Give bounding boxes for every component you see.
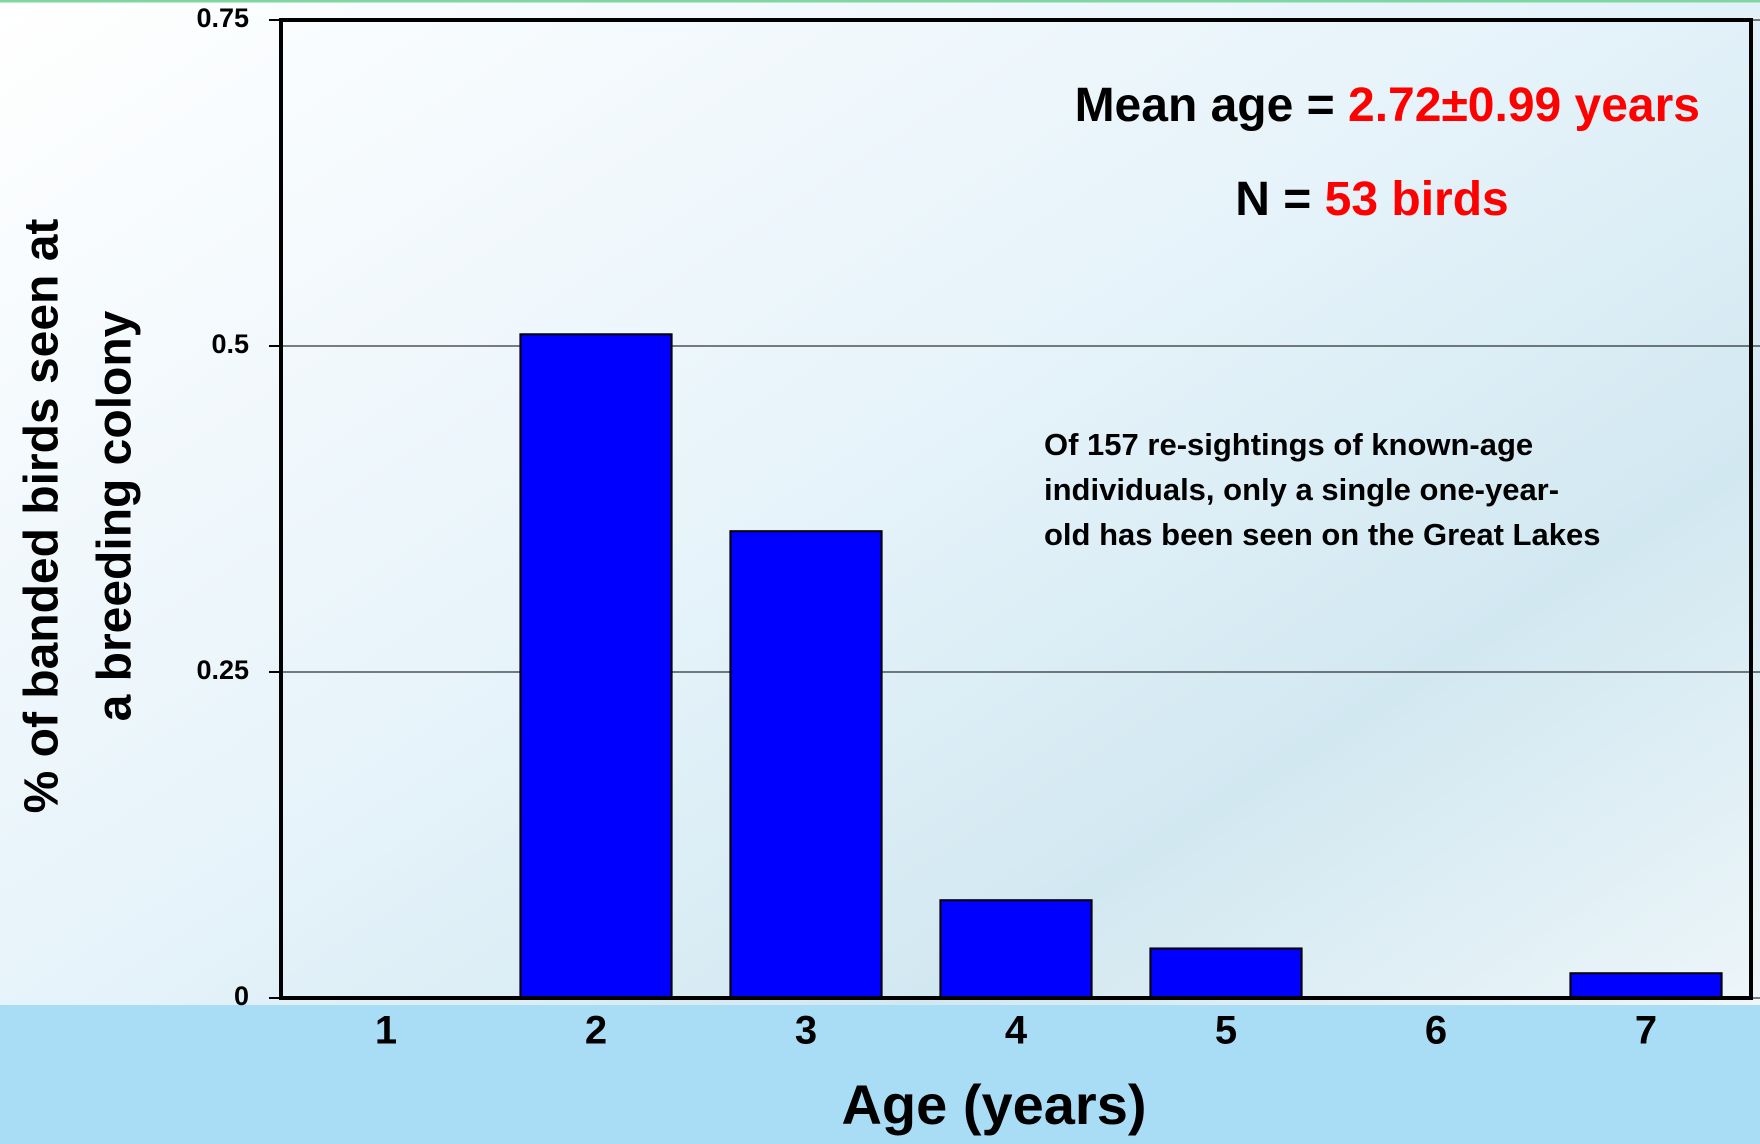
plot-area: 0 0.25 0.5 0.75 1 2 3 4 5 6 7 — [196, 3, 1760, 1053]
x-tick-label: 7 — [1635, 1009, 1657, 1053]
footer-band — [0, 1005, 1760, 1144]
y-axis-title: % of banded birds seen at — [16, 219, 69, 814]
x-axis-title: Age (years) — [841, 1073, 1146, 1136]
y-axis-title: a breeding colony — [89, 310, 142, 721]
bar — [1569, 972, 1723, 999]
mean-label: Mean age = — [1075, 79, 1335, 132]
x-tick-label: 3 — [795, 1009, 817, 1053]
x-tick-label: 4 — [1005, 1009, 1028, 1053]
y-tick-label: 0.75 — [196, 3, 249, 33]
n-value: 53 birds — [1325, 173, 1509, 226]
note: old has been seen on the Great Lakes — [1044, 517, 1600, 552]
bar — [729, 530, 883, 1000]
y-tick-label: 0.5 — [211, 329, 249, 359]
x-tick-label: 2 — [585, 1009, 607, 1053]
bar — [939, 899, 1093, 1000]
bar — [519, 333, 673, 1000]
y-tick-label: 0.25 — [196, 655, 249, 685]
mean-value: 2.72±0.99 years — [1348, 79, 1700, 132]
note: individuals, only a single one-year- — [1044, 472, 1559, 507]
x-tick-label: 1 — [375, 1009, 397, 1053]
y-tick-label: 0 — [234, 981, 249, 1011]
bar — [1149, 947, 1303, 999]
n-annotation: N = 53 birds — [1235, 173, 1508, 226]
x-tick-label: 6 — [1425, 1009, 1447, 1053]
x-tick-label: 5 — [1215, 1009, 1237, 1053]
n-label: N = — [1235, 173, 1311, 226]
plot-frame — [279, 18, 1753, 1000]
mean-annotation: Mean age = 2.72±0.99 years — [1075, 79, 1700, 132]
note: Of 157 re-sightings of known-age — [1044, 427, 1533, 462]
